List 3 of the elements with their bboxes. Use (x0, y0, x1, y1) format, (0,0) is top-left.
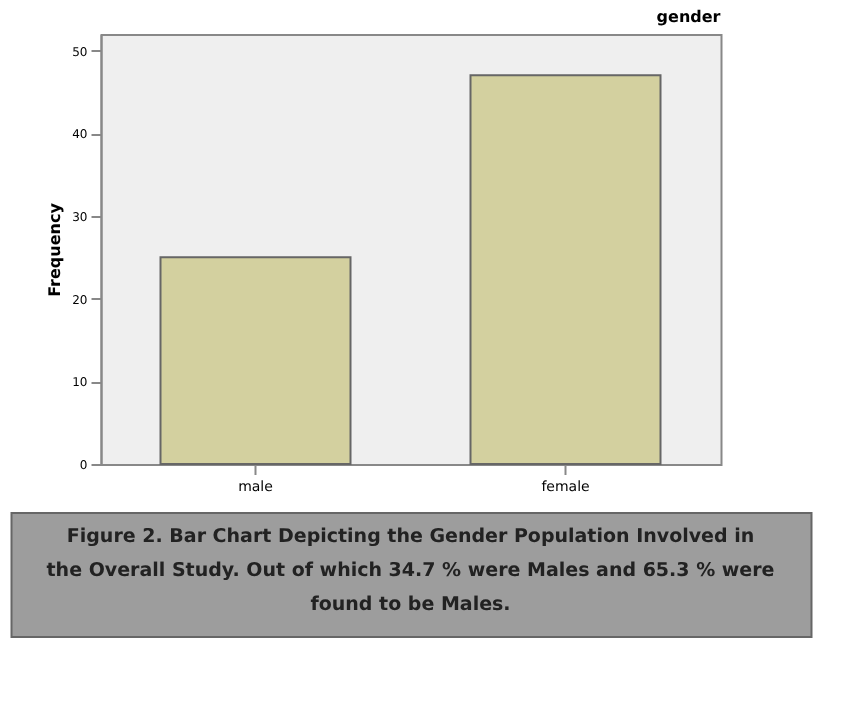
chart-title: gender (656, 8, 721, 26)
y-axis-title: Frequency (46, 201, 65, 297)
caption: Figure 2. Bar Chart Depicting the Gender Population Involved in the Overall Study. Out of which 34.7 % were Males and 65.3 % were found to be Males. (46, 526, 775, 616)
